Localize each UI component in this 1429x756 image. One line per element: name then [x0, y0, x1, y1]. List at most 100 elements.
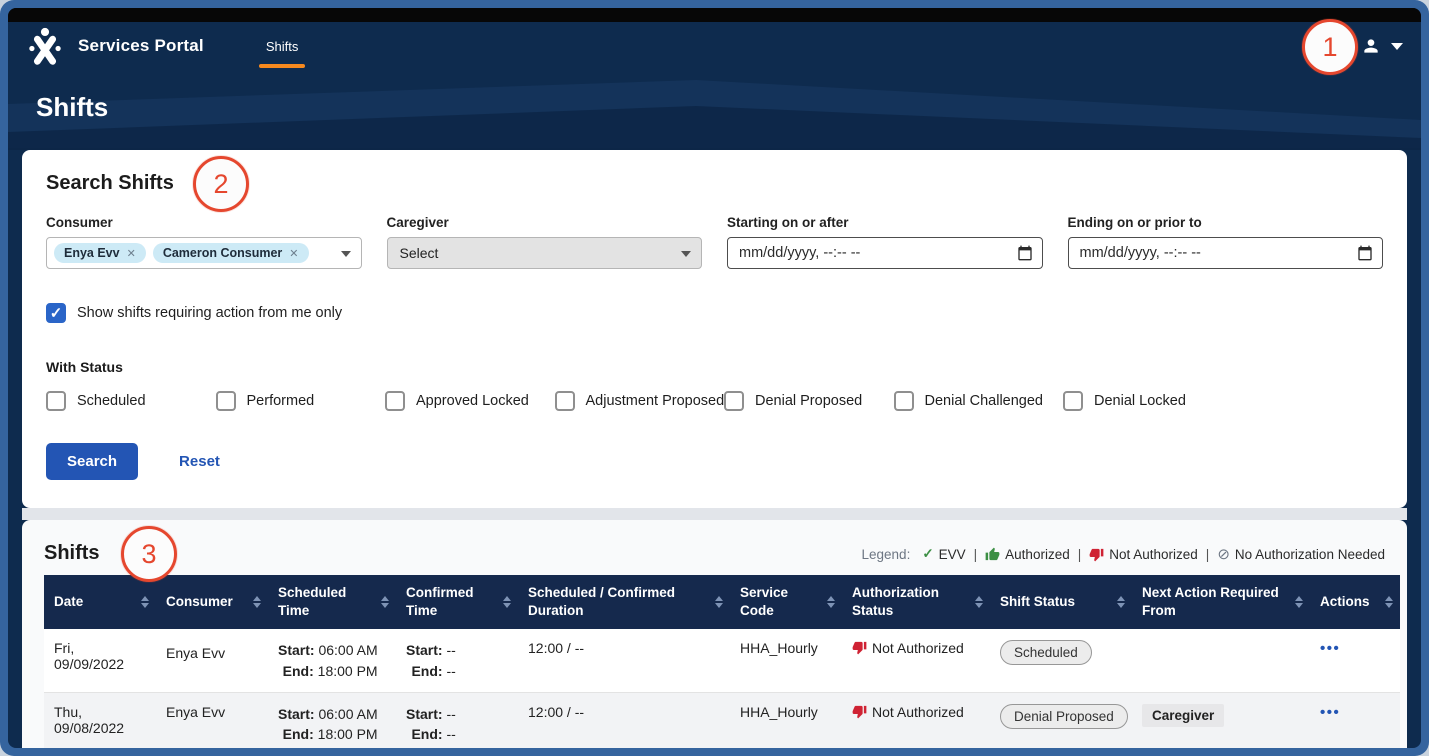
column-header-actions[interactable]: Actions [1310, 575, 1400, 630]
sort-icon[interactable] [1295, 596, 1303, 609]
shifts-section-title: Shifts [44, 542, 100, 564]
cell-confirmed-time: Start: -- End: -- [396, 692, 518, 748]
checkmark-icon: ✓ [49, 305, 63, 322]
cell-authorization-status: Not Authorized [842, 629, 990, 693]
calendar-icon[interactable] [1357, 245, 1373, 261]
sort-icon[interactable] [381, 596, 389, 609]
caregiver-field: Caregiver Select [386, 215, 702, 269]
status-checkbox-denial-proposed[interactable] [724, 391, 744, 411]
sort-icon[interactable] [1385, 596, 1393, 609]
cell-scheduled-time: Start: 06:00 AM End: 18:00 PM [268, 692, 396, 748]
sort-icon[interactable] [715, 596, 723, 609]
legend: Legend: ✓ EVV | Authorized | Not Authoriz… [861, 546, 1385, 563]
cell-confirmed-time: Start: -- End: -- [396, 629, 518, 693]
cell-scheduled-time: Start: 06:00 AM End: 18:00 PM [268, 629, 396, 693]
page-title: Shifts [36, 92, 109, 122]
cell-date: Thu, 09/08/2022 [44, 692, 156, 748]
search-panel-title: Search Shifts [46, 172, 174, 194]
chevron-down-icon[interactable] [681, 251, 691, 257]
sort-icon[interactable] [253, 596, 261, 609]
cell-next-action: Caregiver [1132, 692, 1310, 748]
chevron-down-icon[interactable] [340, 251, 351, 257]
reset-link[interactable]: Reset [179, 453, 220, 470]
cell-actions: ••• [1310, 692, 1400, 748]
sort-icon[interactable] [975, 596, 983, 609]
status-badge: Denial Proposed [1000, 704, 1128, 730]
thumbs-down-icon [852, 704, 867, 719]
cell-actions: ••• [1310, 629, 1400, 693]
with-status-label: With Status [46, 359, 123, 375]
status-checkbox-adjustment-proposed[interactable] [554, 391, 575, 411]
brand-title: Services Portal [78, 36, 204, 55]
cell-next-action [1132, 629, 1310, 693]
consumer-multiselect[interactable]: Enya Evv ✕ Cameron Consumer ✕ [46, 237, 362, 269]
caregiver-label: Caregiver [386, 215, 449, 230]
consumer-field: Consumer Enya Evv ✕ Cameron Consumer ✕ [46, 215, 362, 269]
status-checkbox-row: Scheduled Performed Approved Locked Adju… [46, 391, 1383, 411]
status-checkbox-approved-locked[interactable] [385, 391, 405, 411]
end-date-field: Ending on or prior to mm/dd/yyyy, --:-- … [1067, 215, 1383, 269]
end-date-input[interactable]: mm/dd/yyyy, --:-- -- [1067, 237, 1383, 269]
column-header-consumer[interactable]: Consumer [156, 575, 268, 630]
row-actions-menu-icon[interactable]: ••• [1320, 704, 1341, 722]
sort-icon[interactable] [827, 596, 835, 609]
shifts-results-panel: 3 Shifts Legend: ✓ EVV | Authorized | Not… [22, 520, 1407, 748]
table-row: Thu, 09/08/2022 Enya Evv Start: 06:00 AM… [44, 692, 1400, 748]
annotation-step-3: 3 [121, 526, 177, 582]
thumbs-down-icon [852, 640, 867, 655]
status-checkbox-denial-locked[interactable] [1063, 391, 1083, 411]
shifts-table: Date Consumer Scheduled Time Confirmed T… [44, 575, 1400, 748]
status-checkbox-scheduled[interactable] [46, 391, 66, 411]
thumbs-up-icon [985, 547, 1000, 562]
sort-icon[interactable] [1117, 596, 1125, 609]
status-badge: Scheduled [1000, 640, 1092, 666]
cell-service-code: HHA_Hourly [730, 629, 842, 693]
user-menu-caret-icon[interactable] [1391, 42, 1403, 50]
chip-remove-icon[interactable]: ✕ [289, 247, 299, 260]
table-row: Fri, 09/09/2022 Enya Evv Start: 06:00 AM… [44, 629, 1400, 693]
column-header-next-action[interactable]: Next Action Required From [1132, 575, 1310, 630]
column-header-duration[interactable]: Scheduled / Confirmed Duration [518, 575, 730, 630]
status-checkbox-performed[interactable] [215, 391, 236, 411]
cell-duration: 12:00 / -- [518, 629, 730, 693]
cell-authorization-status: Not Authorized [842, 692, 990, 748]
user-account-icon[interactable] [1361, 36, 1381, 56]
sort-icon[interactable] [503, 596, 511, 609]
end-date-label: Ending on or prior to [1067, 215, 1202, 230]
column-header-scheduled-time[interactable]: Scheduled Time [268, 575, 396, 630]
column-header-confirmed-time[interactable]: Confirmed Time [396, 575, 518, 630]
calendar-icon[interactable] [1017, 245, 1033, 261]
tab-shifts[interactable]: Shifts [256, 22, 309, 70]
chip-remove-icon[interactable]: ✕ [126, 247, 136, 260]
column-header-authorization-status[interactable]: Authorization Status [842, 575, 990, 630]
caregiver-select[interactable]: Select [386, 237, 702, 269]
cell-consumer: Enya Evv [156, 629, 268, 693]
requires-action-checkbox[interactable]: ✓ [46, 303, 66, 323]
status-checkbox-denial-challenged[interactable] [893, 391, 914, 411]
column-header-shift-status[interactable]: Shift Status [990, 575, 1132, 630]
row-actions-menu-icon[interactable]: ••• [1320, 640, 1341, 658]
top-nav: Services Portal Shifts [8, 22, 1421, 70]
cell-duration: 12:00 / -- [518, 692, 730, 748]
cell-consumer: Enya Evv [156, 692, 268, 748]
start-date-field: Starting on or after mm/dd/yyyy, --:-- -… [727, 215, 1043, 269]
search-button[interactable]: Search [46, 443, 139, 480]
consumer-chip: Cameron Consumer ✕ [152, 243, 309, 263]
start-date-input[interactable]: mm/dd/yyyy, --:-- -- [727, 237, 1043, 269]
consumer-chip: Enya Evv ✕ [54, 243, 146, 263]
requires-action-label: Show shifts requiring action from me onl… [77, 305, 343, 321]
cell-service-code: HHA_Hourly [730, 692, 842, 748]
section-divider [22, 508, 1407, 520]
cell-shift-status: Scheduled [990, 629, 1132, 693]
cell-date: Fri, 09/09/2022 [44, 629, 156, 693]
search-shifts-panel: Search Shifts 2 Consumer Enya Evv ✕ Came… [22, 150, 1407, 508]
annotation-step-2: 2 [193, 156, 249, 212]
brand-logo-icon [28, 27, 62, 65]
evv-check-icon: ✓ [922, 546, 934, 561]
table-header-row: Date Consumer Scheduled Time Confirmed T… [44, 575, 1400, 630]
column-header-date[interactable]: Date [44, 575, 156, 630]
sort-icon[interactable] [141, 596, 149, 609]
thumbs-down-icon [1089, 547, 1104, 562]
column-header-service-code[interactable]: Service Code [730, 575, 842, 630]
